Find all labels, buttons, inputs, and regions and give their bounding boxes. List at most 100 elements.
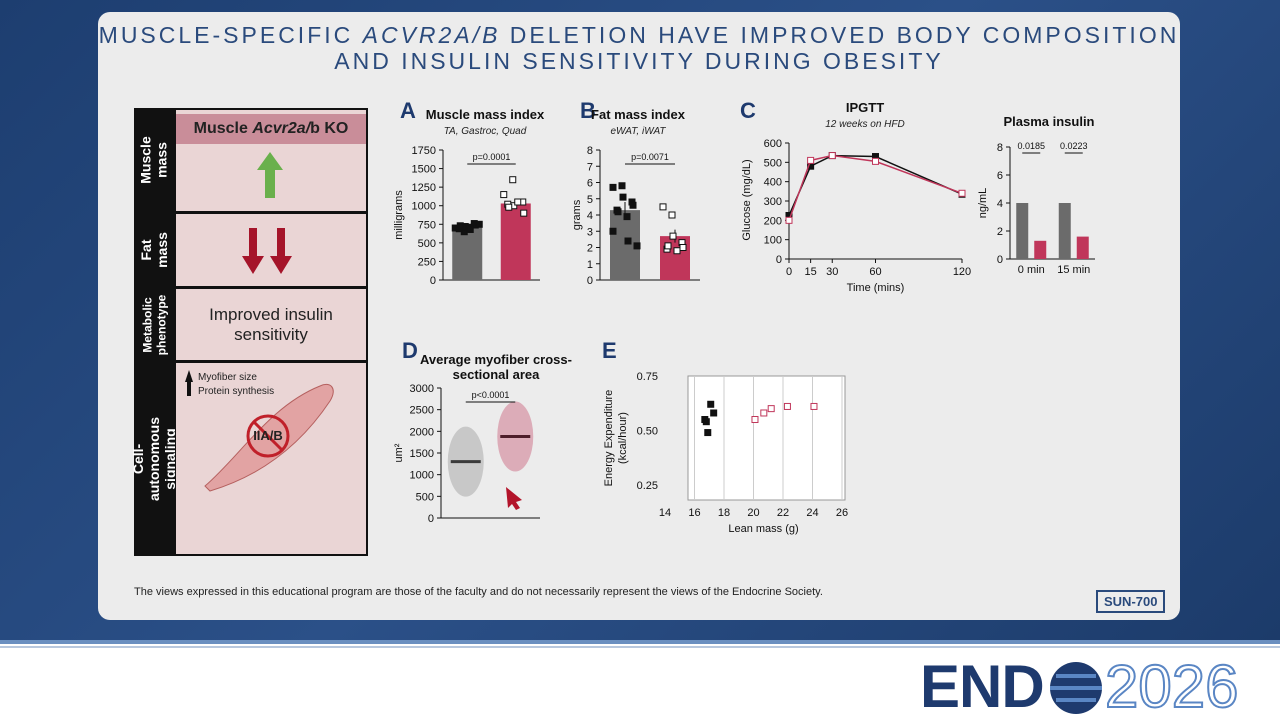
y-tick-label: 600 — [764, 138, 782, 150]
bar — [1076, 236, 1089, 259]
y-tick-label: 1500 — [412, 164, 436, 176]
bar — [452, 226, 483, 280]
panel-letter: B — [580, 98, 596, 123]
bar — [1034, 240, 1047, 259]
x-tick-label: 26 — [836, 507, 848, 519]
muscle-illustration: Myofiber size Protein synthesis IIA/B — [185, 370, 334, 492]
y-axis-label: Glucose (mg/dL) — [741, 159, 753, 240]
cell: Improved insulin sensitivity — [175, 288, 367, 361]
y-axis-label: um² — [393, 443, 405, 462]
plot-frame — [687, 375, 846, 501]
data-point — [520, 209, 528, 217]
logo-text: END — [920, 653, 1045, 720]
data-point — [659, 203, 667, 211]
data-point — [751, 416, 759, 424]
data-point — [514, 198, 522, 206]
line — [788, 154, 963, 221]
x-tick-label: 60 — [869, 266, 881, 278]
data-point — [629, 201, 637, 209]
y-tick-label: 1000 — [412, 201, 436, 213]
significance-label: 0.0223 — [1060, 141, 1088, 151]
chart-subtitle: TA, Gastroc, Quad — [444, 126, 527, 137]
cursor-arrow — [506, 487, 522, 510]
y-tick-label: 250 — [418, 256, 436, 268]
data-point — [614, 208, 622, 216]
data-point — [633, 242, 641, 250]
data-point — [619, 193, 627, 201]
data-point — [669, 232, 677, 240]
marker — [958, 189, 966, 197]
x-tick-label: 24 — [806, 507, 818, 519]
x-tick-label: 20 — [747, 507, 759, 519]
data-point — [707, 400, 715, 408]
panel-letter: C — [740, 98, 756, 123]
up-arrow — [257, 152, 283, 198]
significance-label: p=0.0001 — [473, 152, 511, 162]
slide-title: MUSCLE-SPECIFIC ACVR2A/B DELETION HAVE I… — [98, 22, 1180, 74]
chart-title: Muscle mass index — [425, 107, 545, 122]
x-tick-label: 22 — [777, 507, 789, 519]
y-tick-label: 1 — [587, 259, 593, 271]
title-part: ACVR2A/B — [362, 22, 501, 48]
y-axis-label: milligrams — [393, 190, 405, 240]
panel-letter: E — [602, 338, 617, 363]
y-tick-label: 8 — [587, 145, 593, 157]
y-tick-label: 0 — [430, 275, 436, 287]
chart-subtitle: 12 weeks on HFD — [825, 119, 904, 130]
x-tick-label: 15 min — [1057, 264, 1090, 276]
data-point — [505, 203, 513, 211]
data-point — [673, 247, 681, 255]
x-tick-label: 0 min — [1018, 264, 1045, 276]
y-axis-label: (kcal/hour) — [617, 412, 629, 464]
y-tick-label: 4 — [997, 198, 1003, 210]
data-point — [456, 222, 464, 230]
chart-title: Plasma insulin — [1003, 114, 1095, 129]
y-tick-label: 1250 — [412, 182, 436, 194]
y-tick-label: 2 — [587, 243, 593, 255]
marker — [785, 216, 793, 224]
chart-title: Fat mass index — [591, 107, 685, 122]
y-tick-label: 0.50 — [637, 425, 658, 437]
y-tick-label: 6 — [587, 178, 593, 190]
data-point — [466, 225, 474, 233]
point-cloud — [497, 401, 534, 472]
title-box: IPGTT — [846, 100, 884, 115]
x-tick-label: 120 — [953, 266, 971, 278]
row-label: Metabolic phenotype — [134, 288, 174, 361]
charts: A Muscle mass index TA, Gastroc, Quad milli… — [393, 98, 1095, 535]
data-point — [509, 176, 517, 184]
y-tick-label: 5 — [587, 194, 593, 206]
title-box: Muscle mass index — [425, 107, 545, 122]
y-tick-label: 3000 — [410, 383, 434, 395]
y-tick-label: 1750 — [412, 145, 436, 157]
data-point — [624, 237, 632, 245]
data-point — [760, 409, 768, 417]
phenotype-text: Improved insulin sensitivity — [209, 304, 333, 344]
title-part: MUSCLE-SPECIFIC — [98, 22, 363, 48]
y-tick-label: 500 — [416, 491, 434, 503]
y-axis-label: ng/mL — [977, 188, 989, 219]
y-axis-label: Energy Expenditure — [603, 390, 615, 487]
data-point — [710, 409, 718, 417]
y-tick-label: 8 — [997, 142, 1003, 154]
x-tick-label: 18 — [718, 507, 730, 519]
y-tick-label: 0 — [428, 513, 434, 525]
data-point — [475, 220, 483, 228]
y-tick-label: 0.25 — [637, 480, 658, 492]
y-tick-label: 6 — [997, 170, 1003, 182]
bar — [1058, 203, 1071, 259]
y-tick-label: 500 — [418, 238, 436, 250]
x-tick-label: 0 — [786, 266, 792, 278]
logo-year: 2026 — [1104, 652, 1239, 721]
y-tick-label: 7 — [587, 161, 593, 173]
y-tick-label: 0 — [587, 275, 593, 287]
data-point — [783, 402, 791, 410]
y-tick-label: 100 — [764, 235, 782, 247]
header-part: b KO — [310, 120, 349, 137]
y-tick-label: 400 — [764, 177, 782, 189]
header-part: Acvr2a/ — [252, 120, 311, 137]
panel-letter: D — [402, 338, 418, 363]
title-box: Plasma insulin — [1003, 114, 1095, 129]
row-label: Cell-autonomous signaling — [130, 362, 178, 556]
